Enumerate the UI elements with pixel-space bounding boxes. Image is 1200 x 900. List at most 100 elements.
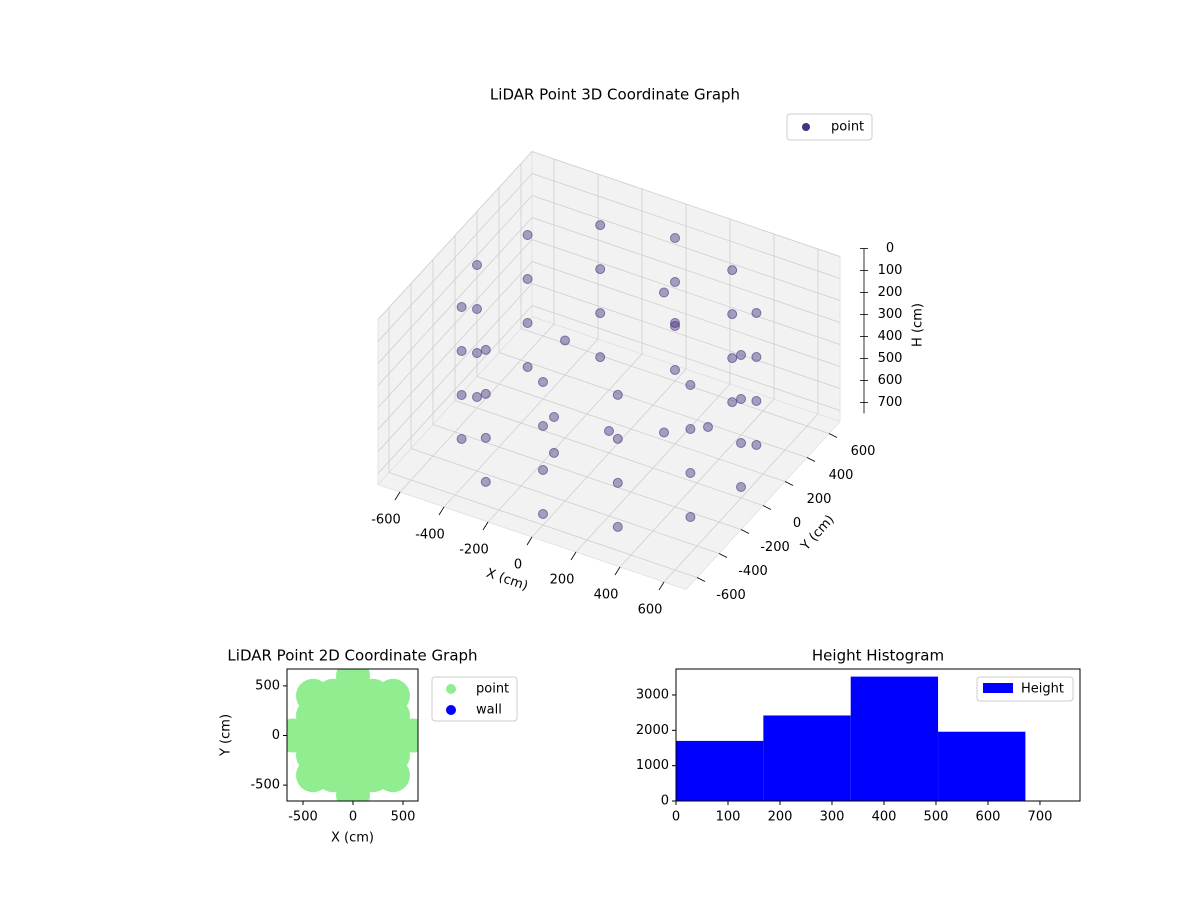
point — [538, 377, 548, 387]
point — [522, 230, 533, 240]
point — [612, 521, 623, 532]
x-tick-label: 500 — [391, 810, 416, 825]
point — [456, 346, 467, 356]
grid-line — [454, 400, 764, 506]
plot-area — [287, 669, 418, 801]
point — [560, 335, 570, 346]
point — [612, 433, 623, 444]
point — [456, 302, 467, 312]
point — [685, 380, 696, 390]
chart-title: LiDAR Point 2D Coordinate Graph — [227, 647, 477, 665]
point — [727, 265, 738, 276]
point — [659, 287, 669, 298]
point — [612, 477, 623, 488]
tick-mark — [740, 529, 750, 534]
grid-line — [531, 239, 841, 345]
z-tick-label: 600 — [878, 373, 903, 388]
legend-marker — [983, 683, 1013, 693]
point — [751, 396, 762, 406]
point — [670, 277, 680, 287]
point — [456, 434, 467, 444]
z-tick-label: 400 — [878, 329, 903, 344]
tick-mark — [482, 521, 489, 531]
x-tick-label: 600 — [976, 810, 1001, 825]
point — [685, 468, 696, 478]
x-tick-label: 0 — [349, 810, 357, 825]
y-tick-label: -500 — [250, 778, 280, 793]
bar — [938, 731, 1026, 801]
z-tick-label: 200 — [878, 285, 903, 300]
point — [727, 353, 738, 364]
point — [736, 438, 746, 448]
z-tick-label: 700 — [878, 395, 903, 410]
point — [522, 318, 533, 328]
point — [727, 397, 738, 408]
y-tick-label: -600 — [716, 588, 746, 603]
point — [538, 465, 548, 475]
x-tick-label: -400 — [415, 528, 445, 543]
point — [612, 389, 623, 400]
point — [472, 260, 482, 270]
tick-mark — [806, 457, 816, 462]
y-tick-label: 500 — [255, 678, 280, 693]
x-tick-label: 0 — [672, 810, 680, 825]
point — [751, 440, 762, 450]
point — [670, 318, 680, 328]
bar — [850, 676, 939, 801]
point — [685, 512, 696, 522]
point — [685, 424, 696, 434]
grid-line — [377, 305, 533, 474]
tick-mark — [762, 505, 772, 510]
point — [604, 426, 614, 436]
tick-mark — [784, 481, 794, 486]
grid-line — [531, 261, 841, 367]
x-tick-label: 400 — [594, 588, 619, 603]
bar — [763, 715, 851, 801]
point — [480, 476, 491, 487]
grid-line — [531, 173, 841, 279]
grid-line — [377, 173, 533, 342]
y-tick-label: 3000 — [636, 687, 669, 702]
point — [472, 392, 482, 402]
legend-marker — [802, 123, 810, 131]
chart-title: Height Histogram — [812, 647, 944, 665]
point — [595, 264, 606, 275]
bar — [676, 740, 764, 801]
axes-frame — [675, 668, 1081, 802]
grid-line — [498, 352, 808, 458]
grid-line — [531, 283, 841, 389]
y-tick-label: 400 — [829, 468, 854, 483]
point — [522, 274, 533, 284]
legend-label: wall — [476, 703, 502, 718]
x-axis-label: X (cm) — [484, 566, 530, 594]
point — [727, 309, 738, 320]
grid-line — [377, 195, 533, 364]
x-tick-label: -600 — [371, 513, 401, 528]
point — [480, 388, 491, 399]
legend-marker — [446, 684, 456, 694]
x-tick-label: -500 — [288, 810, 318, 825]
z-tick-label: 500 — [878, 351, 903, 366]
grid-line — [531, 195, 841, 301]
tick-mark — [828, 433, 838, 438]
point — [670, 365, 680, 375]
legend-label: Height — [1021, 682, 1064, 697]
point — [703, 422, 713, 432]
tick-mark — [658, 581, 665, 591]
grid-line — [377, 217, 533, 386]
tick-mark — [570, 551, 577, 561]
grid-line — [531, 151, 841, 257]
legend-box — [431, 676, 518, 722]
tick-mark — [526, 536, 533, 546]
point — [538, 421, 548, 431]
z-tick-label: 100 — [878, 263, 903, 278]
point — [595, 308, 606, 319]
point — [659, 427, 669, 438]
x-tick-label: 200 — [768, 810, 793, 825]
y-axis-label: Y (cm) — [219, 714, 234, 757]
legend-label: point — [476, 682, 509, 697]
x-tick-label: 400 — [872, 810, 897, 825]
grid-line — [377, 151, 533, 320]
x-tick-label: 100 — [716, 810, 741, 825]
z-tick-label: 300 — [878, 307, 903, 322]
